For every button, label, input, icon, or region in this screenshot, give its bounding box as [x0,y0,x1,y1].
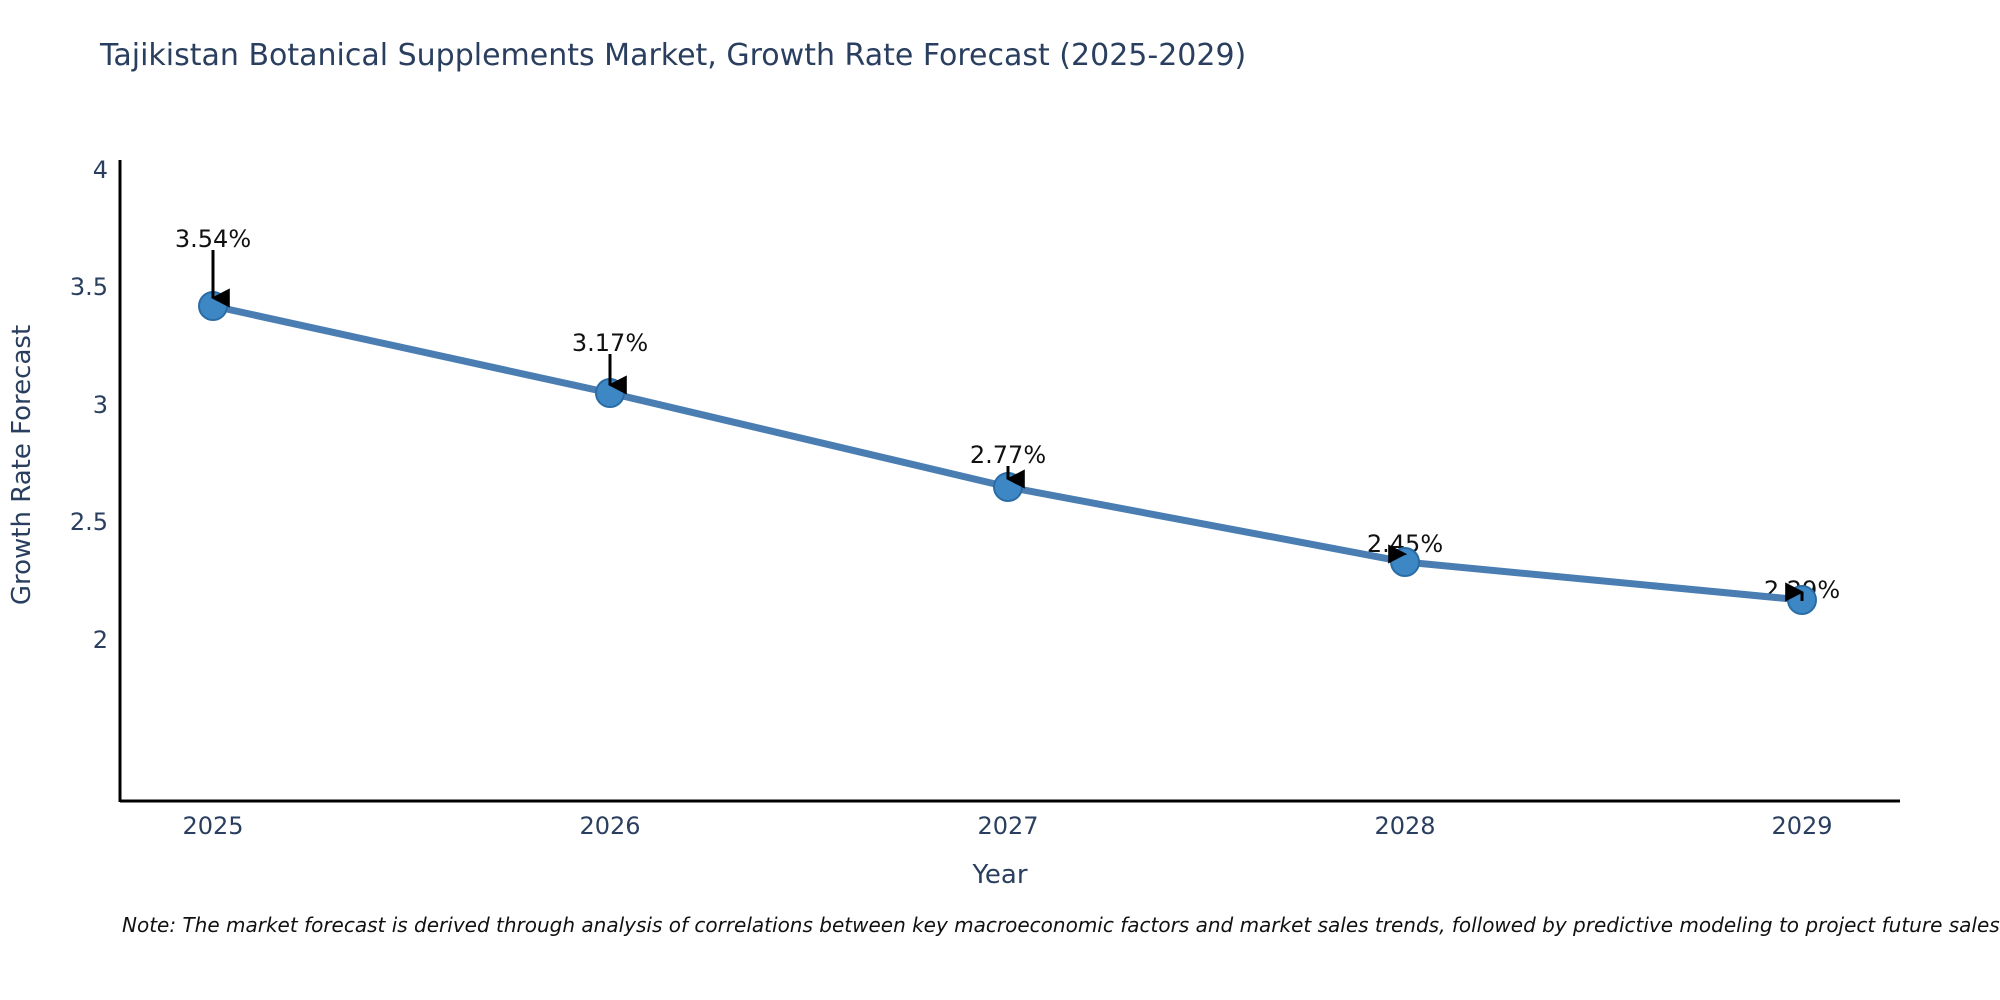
x-tick-label: 2027 [977,812,1039,840]
x-axis-title: Year [972,860,1028,890]
x-tick-label: 2026 [579,812,641,840]
y-tick-label: 2 [92,626,108,654]
chart-title: Tajikistan Botanical Supplements Market,… [100,38,1247,73]
y-tick-label: 3.5 [69,273,108,301]
x-tick-label: 2029 [1771,812,1833,840]
footnote: Note: The market forecast is derived thr… [122,913,2000,937]
data-point-label: 3.54% [174,225,252,253]
y-axis-tick-labels: 4 3.5 3 2.5 2 [48,0,108,1000]
data-point-label: 2.77% [969,441,1047,469]
y-tick-label: 4 [92,156,108,184]
x-tick-label: 2028 [1374,812,1436,840]
data-point-label: 3.17% [571,329,649,357]
forecast-line [209,302,1806,604]
y-tick-label: 2.5 [69,508,108,536]
data-point-marker[interactable] [1390,547,1420,577]
y-tick-label: 3 [92,391,108,419]
x-tick-label: 2025 [182,812,244,840]
